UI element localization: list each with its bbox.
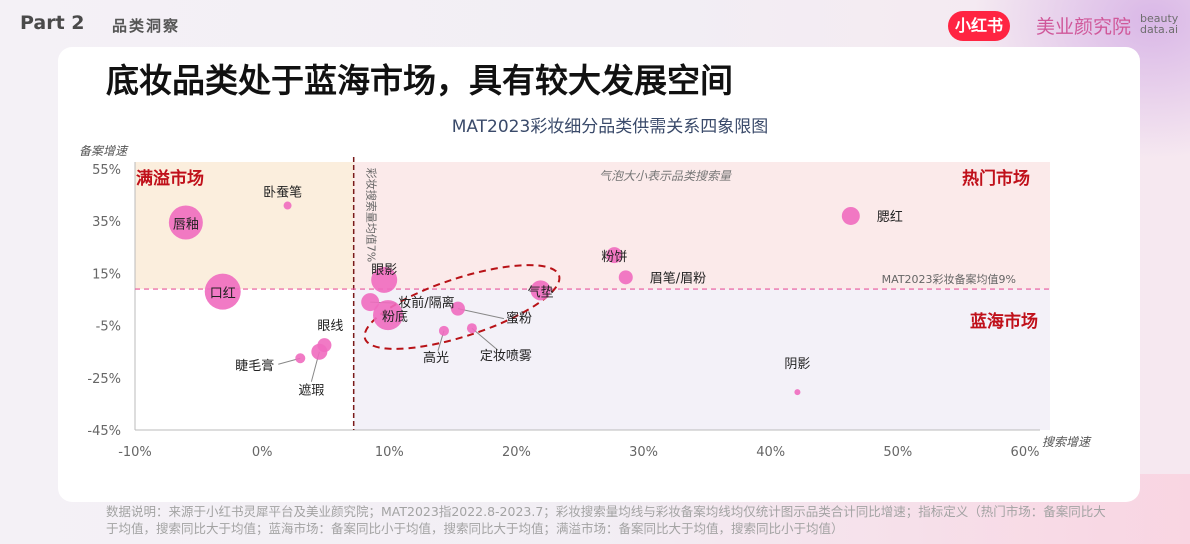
point-label: 腮红 (877, 209, 903, 225)
brand-line-1: beauty (1140, 12, 1179, 25)
point-label: 阴影 (784, 357, 810, 372)
x-tick-label: -10% (118, 445, 152, 460)
y-tick-label: -25% (87, 372, 121, 387)
beauty-data-logo: beauty data.ai (1140, 13, 1178, 35)
y-tick-label: 55% (92, 163, 121, 178)
bubble-point (373, 300, 404, 331)
point-label: 口红 (210, 286, 236, 302)
bubble-point (794, 389, 801, 396)
point-label: 遮瑕 (298, 383, 324, 399)
bubble-size-note: 气泡大小表示品类搜索量 (599, 169, 732, 183)
bubble-point (530, 280, 551, 301)
y-tick-label: -45% (87, 424, 121, 439)
quadrant-label-hot: 热门市场 (962, 168, 1030, 189)
bubble-point (841, 206, 860, 225)
leader-line (457, 308, 505, 320)
bubble-point (606, 247, 623, 264)
part-label: Part 2 (20, 12, 85, 34)
point-label: 定妆喷雾 (480, 349, 532, 364)
x-tick-label: 50% (883, 445, 912, 460)
xiaohongshu-logo: 小红书 (948, 11, 1010, 41)
x-tick-label: 30% (629, 445, 658, 460)
x-tick-label: 20% (502, 445, 531, 460)
point-label: 蜜粉 (506, 312, 532, 327)
footnote: 数据说明：来源于小红书灵犀平台及美业颜究院；MAT2023指2022.8-202… (106, 504, 1106, 536)
point-label: 眼影 (371, 263, 397, 278)
brand-line-2: data.ai (1140, 23, 1179, 36)
bubble-point (371, 266, 398, 293)
y-axis-title: 备案增速 (79, 144, 129, 158)
quadrant-label-blue: 蓝海市场 (970, 311, 1038, 332)
bubble-point (295, 353, 306, 364)
point-label: 眉笔/眉粉 (650, 270, 706, 286)
page-title: 底妆品类处于蓝海市场，具有较大发展空间 (106, 61, 733, 100)
bubble-point (311, 343, 328, 360)
point-label: 高光 (423, 350, 449, 366)
x-axis-title: 搜索增速 (1042, 435, 1092, 449)
y-tick-label: 15% (92, 267, 121, 282)
x-tick-label: 0% (252, 445, 273, 460)
highlight-ellipse (363, 264, 561, 350)
point-label: 卧蚕笔 (263, 185, 302, 201)
bubble-point (438, 325, 449, 336)
bubble-point (204, 273, 241, 310)
institute-logo: 美业颜究院 (1036, 16, 1132, 38)
point-label: 眼线 (317, 319, 343, 334)
x-tick-label: 60% (1011, 445, 1040, 460)
search-average-label: 彩妆搜索量均值7% (365, 168, 379, 262)
bubble-point (361, 293, 380, 312)
point-label: 气垫 (528, 284, 554, 300)
chart-title: MAT2023彩妆细分品类供需关系四象限图 (452, 117, 769, 137)
bubble-point (618, 270, 633, 285)
point-label: 妆前/隔离 (398, 295, 454, 311)
hot-zone (353, 162, 1051, 290)
bubble-point (450, 301, 465, 316)
x-tick-label: 10% (375, 445, 404, 460)
y-tick-label: -5% (96, 320, 121, 335)
bubble-point (466, 323, 477, 334)
section-label: 品类洞察 (112, 17, 181, 35)
quadrant-label-overflow: 满溢市场 (136, 168, 204, 189)
x-tick-label: 40% (756, 445, 785, 460)
leader-line (471, 327, 499, 351)
bubble-point (283, 201, 292, 210)
blue-ocean-zone (353, 289, 1051, 430)
point-label: 粉饼 (601, 250, 627, 265)
y-tick-label: 35% (92, 215, 121, 230)
point-label: 粉底 (382, 309, 408, 325)
point-label: 唇釉 (173, 218, 199, 233)
filing-average-label: MAT2023彩妆备案均值9% (882, 272, 1016, 286)
bubble-point (168, 205, 203, 240)
point-label: 睫毛膏 (235, 358, 274, 374)
